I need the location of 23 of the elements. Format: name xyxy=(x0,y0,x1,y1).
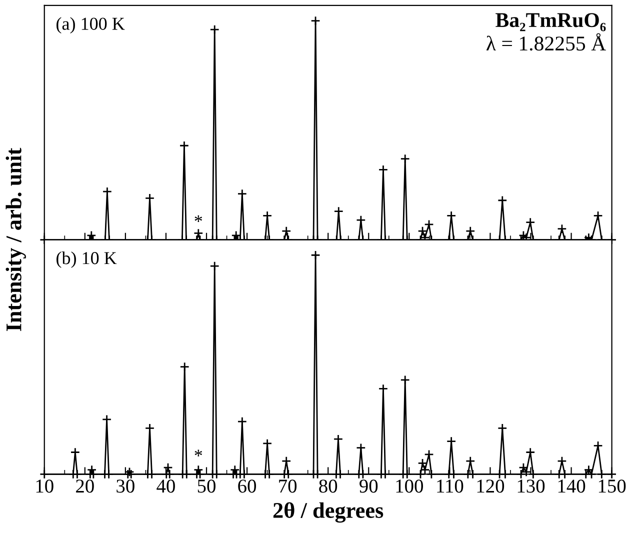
x-tick-label: 130 xyxy=(518,480,545,493)
x-tick-label: 60 xyxy=(238,480,256,493)
x-tick-label: 110 xyxy=(437,480,464,493)
annotation: * xyxy=(194,450,202,456)
x-tick-label: 140 xyxy=(558,480,586,493)
annotation: Ba₂TmRuO₆ xyxy=(496,13,606,32)
x-tick-label: 100 xyxy=(396,480,423,493)
y-axis-title: Intensity / arb. unit xyxy=(6,148,26,332)
x-tick-label: 70 xyxy=(279,480,297,493)
x-axis-title: 2θ / degrees xyxy=(273,502,384,523)
x-tick-label: 150 xyxy=(598,480,626,493)
annotation: (b) 10 K xyxy=(56,252,117,268)
x-tick-label: 90 xyxy=(360,480,378,493)
annotation: λ = 1.82255 Å xyxy=(486,33,606,51)
annotation: (a) 100 K xyxy=(56,17,125,34)
x-tick-label: 30 xyxy=(116,480,134,493)
x-tick-label: 10 xyxy=(36,480,54,493)
x-tick-label: 50 xyxy=(198,480,216,493)
x-tick-label: 120 xyxy=(477,480,504,493)
x-tick-label: 80 xyxy=(319,480,338,493)
annotation: * xyxy=(194,215,202,222)
x-tick-label: 40 xyxy=(156,480,175,493)
x-tick-label: 20 xyxy=(76,480,94,493)
